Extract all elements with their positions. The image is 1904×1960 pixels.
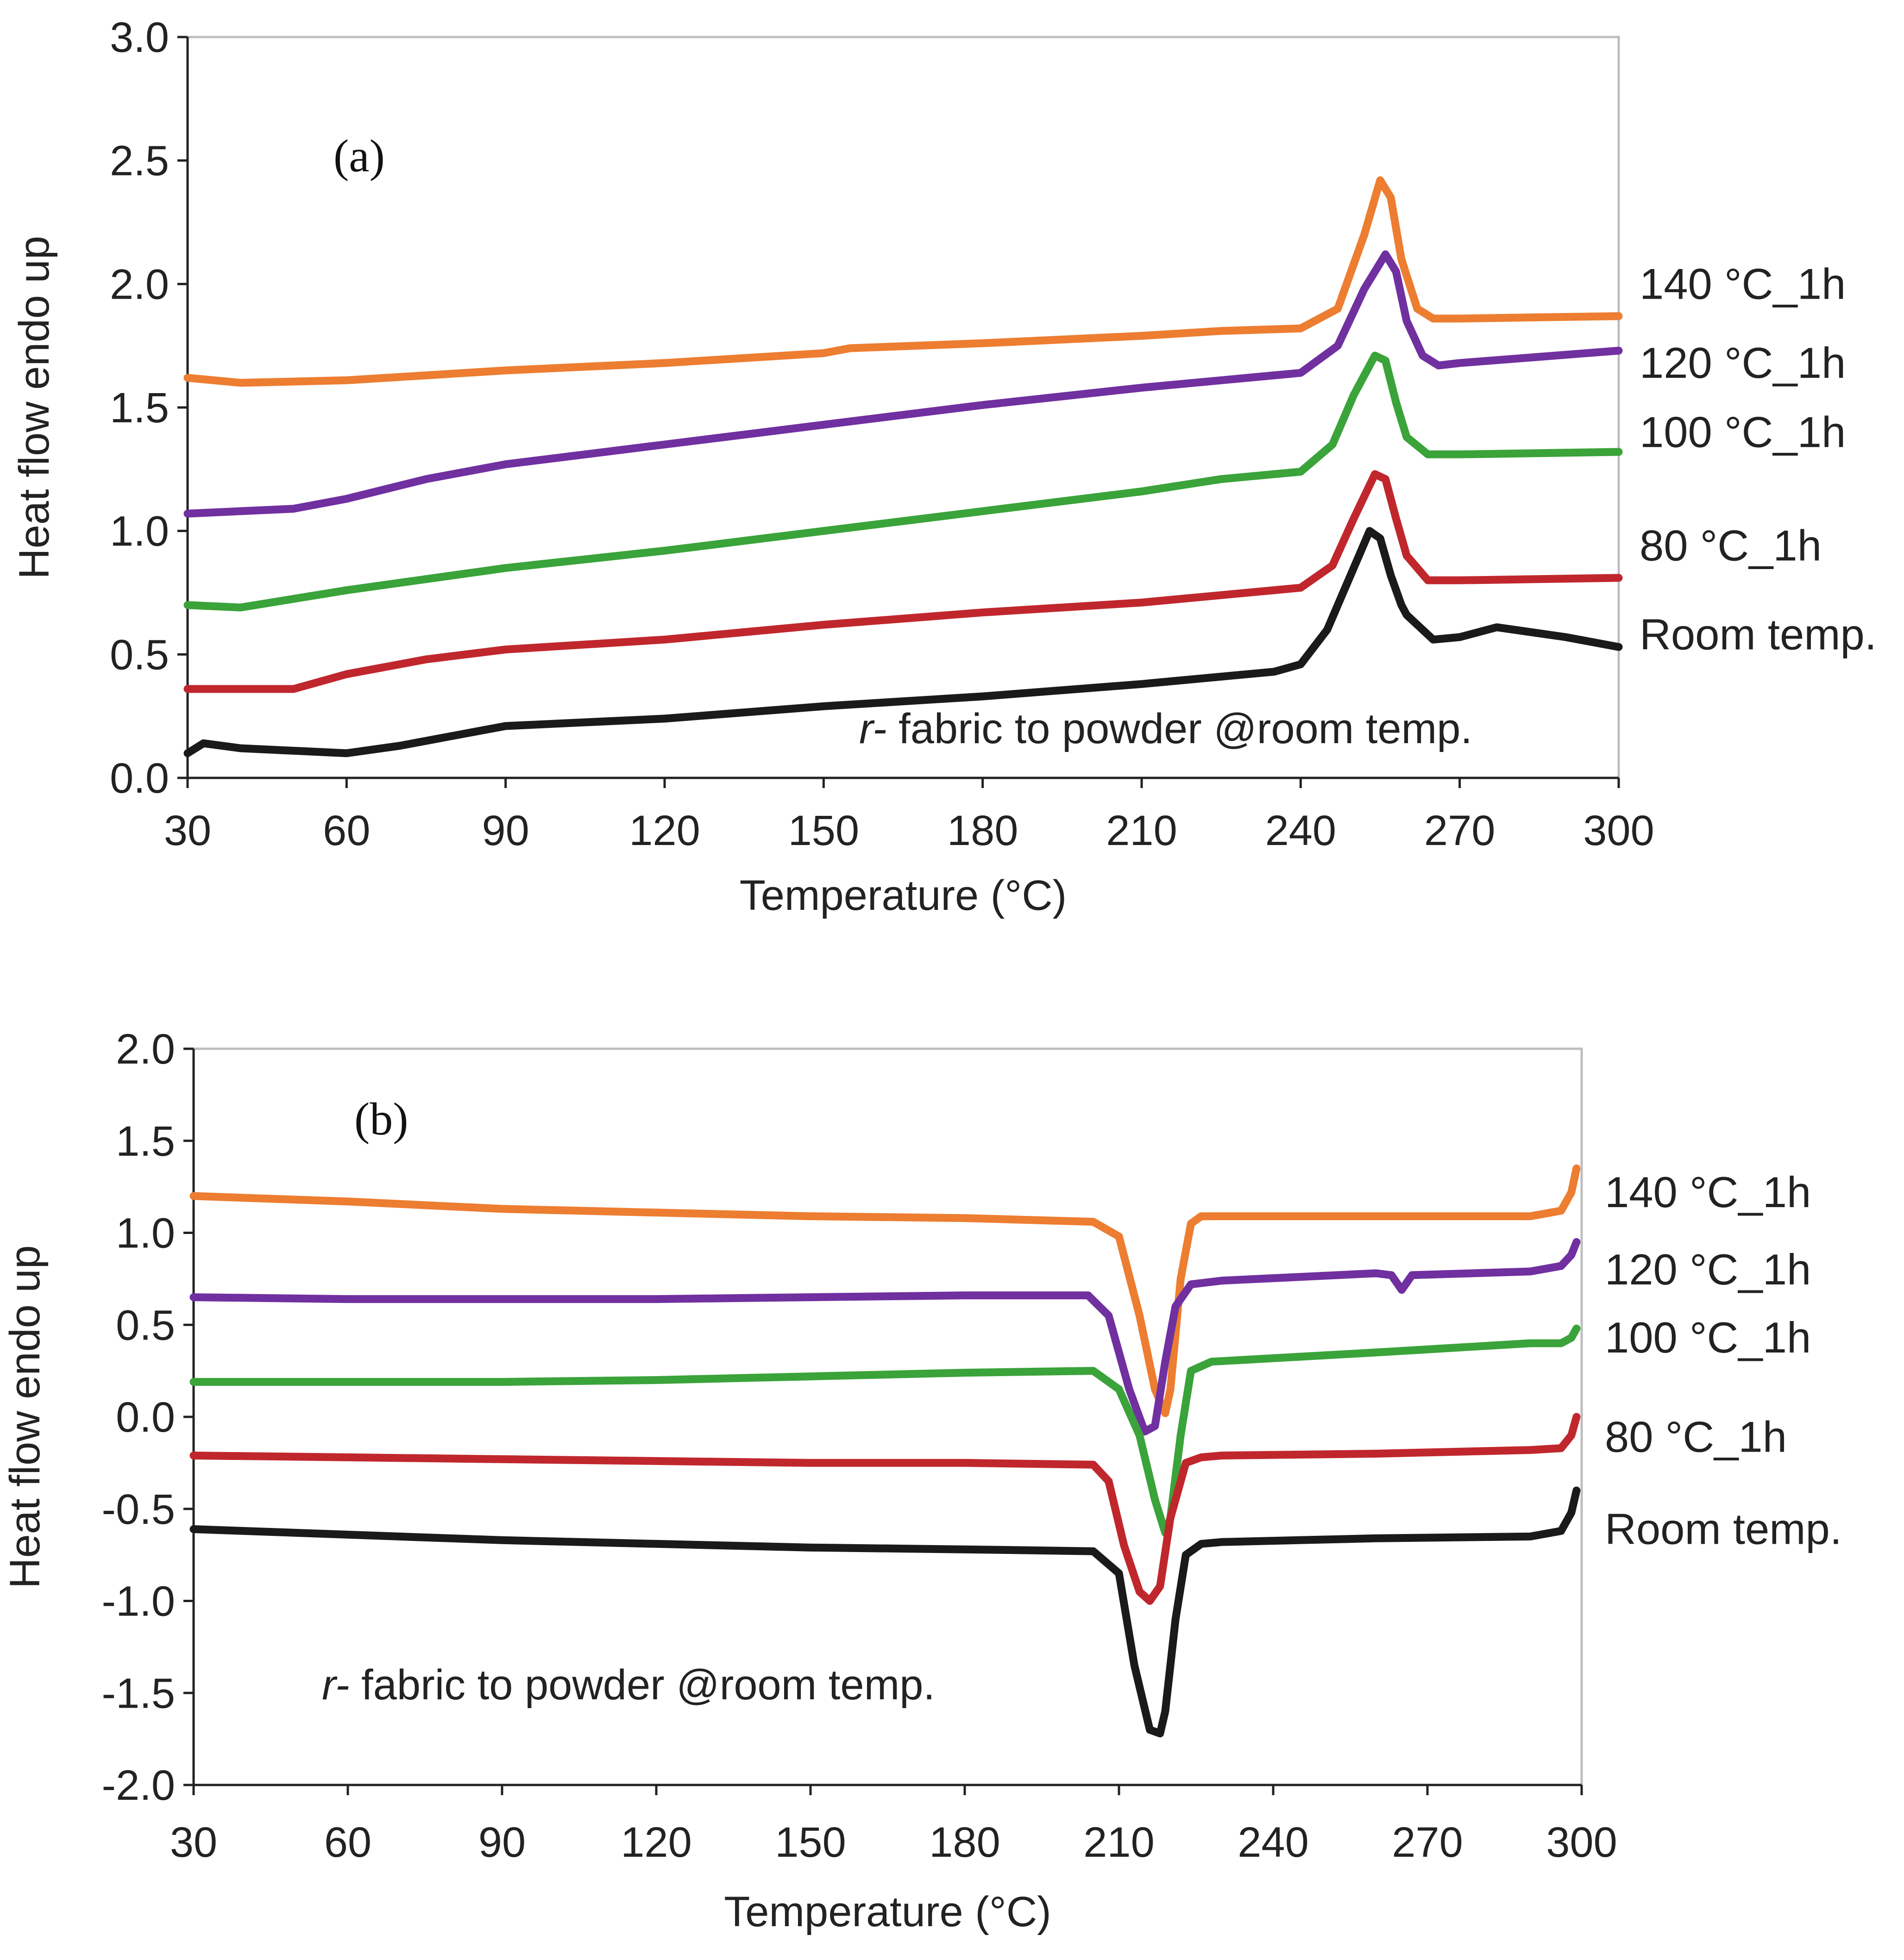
legend-label: 140 °C_1h (1640, 259, 1846, 308)
y-tick-label: 2.0 (116, 1026, 175, 1073)
legend-label: 80 °C_1h (1640, 521, 1822, 570)
legend-label: 100 °C_1h (1605, 1313, 1811, 1362)
x-tick-label: 240 (1265, 807, 1337, 854)
y-tick-label: 1.0 (116, 1210, 175, 1257)
annotation-italic: r- (859, 705, 887, 752)
legend-label: Room temp. (1640, 610, 1877, 659)
x-tick-label: 300 (1583, 807, 1654, 854)
x-tick-label: 150 (775, 1819, 846, 1866)
series-line (189, 1324, 1581, 1537)
annotation-text: r- fabric to powder @room temp. (859, 705, 1472, 752)
x-tick-label: 90 (482, 807, 529, 854)
series-line (189, 1238, 1581, 1436)
x-axis-label: Temperature (°C) (740, 872, 1067, 919)
y-tick-label: 1.0 (110, 508, 169, 555)
x-tick-label: 30 (170, 1819, 217, 1866)
legend-label: 120 °C_1h (1640, 338, 1846, 387)
series-line (183, 250, 1623, 518)
y-axis-label: Heat flow endo up (11, 236, 58, 579)
series-line (183, 527, 1623, 758)
legend-label: 100 °C_1h (1640, 407, 1846, 456)
series-line (189, 1164, 1581, 1417)
x-tick-label: 270 (1392, 1819, 1463, 1866)
x-tick-label: 180 (929, 1819, 1000, 1866)
x-tick-label: 240 (1238, 1819, 1309, 1866)
y-tick-label: 0.5 (110, 631, 169, 678)
series-line (183, 176, 1623, 387)
y-tick-label: 1.5 (116, 1118, 175, 1165)
legend-label: 80 °C_1h (1605, 1413, 1787, 1461)
x-tick-label: 120 (629, 807, 700, 854)
x-tick-label: 180 (947, 807, 1018, 854)
y-tick-label: 3.0 (110, 14, 169, 61)
x-tick-label: 210 (1106, 807, 1177, 854)
x-tick-label: 270 (1424, 807, 1496, 854)
y-tick-label: -2.0 (101, 1762, 175, 1809)
panel-a-chart: 30 60 90 120 150 180 210 240 270 300 0.0 0.5 1.0 1.5 2… (11, 14, 1877, 919)
y-tick-label: -1.5 (101, 1670, 175, 1717)
y-tick-label: -0.5 (101, 1486, 175, 1533)
x-tick-label: 300 (1546, 1819, 1617, 1866)
annotation-rest: fabric to powder @room temp. (350, 1661, 935, 1709)
y-tick-label: 1.5 (110, 384, 169, 432)
y-tick-label: 0.0 (116, 1394, 175, 1441)
x-tick-label: 90 (478, 1819, 526, 1866)
y-tick-label: 2.0 (110, 261, 169, 308)
annotation-text: r- fabric to powder @room temp. (322, 1661, 935, 1709)
series-line (183, 470, 1623, 693)
annotation-italic: r- (322, 1661, 350, 1709)
x-tick-label: 30 (164, 807, 211, 854)
y-axis-label: Heat flow endo up (1, 1245, 49, 1589)
panel-label: (a) (333, 130, 385, 182)
annotation-rest: fabric to powder @room temp. (887, 705, 1472, 752)
y-tick-label: 0.0 (110, 755, 169, 802)
legend-label: 140 °C_1h (1605, 1168, 1811, 1216)
y-tick-label: 2.5 (110, 138, 169, 185)
series-line (183, 351, 1623, 612)
x-tick-label: 120 (621, 1819, 692, 1866)
panel-b-chart: 30 60 90 120 150 180 210 240 270 300 -2.0 -1.5 -1.0 -… (1, 1026, 1842, 1935)
y-tick-label: 0.5 (116, 1302, 175, 1349)
x-tick-label: 60 (324, 1819, 371, 1866)
x-axis-label: Temperature (°C) (724, 1888, 1051, 1935)
legend-label: 120 °C_1h (1605, 1245, 1811, 1294)
y-tick-label: -1.0 (101, 1578, 175, 1625)
panel-label: (b) (354, 1093, 408, 1145)
x-tick-label: 210 (1083, 1819, 1155, 1866)
series-line (189, 1413, 1581, 1605)
series-line (189, 1486, 1581, 1738)
legend-label: Room temp. (1605, 1504, 1842, 1553)
x-tick-label: 60 (323, 807, 370, 854)
x-tick-label: 150 (788, 807, 860, 854)
